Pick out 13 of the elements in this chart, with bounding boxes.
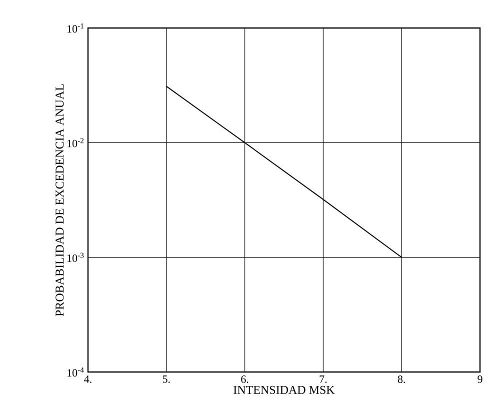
x-tick-label: 8. bbox=[398, 376, 405, 384]
x-tick-label: 7. bbox=[320, 376, 327, 383]
y-tick-label: 10$^{-1}$ bbox=[68, 23, 84, 33]
x-tick-label: 4. bbox=[84, 376, 92, 383]
y-tick-label: 10$^{-2}$ bbox=[68, 138, 84, 148]
x-axis-title: INTENSIDAD MSK bbox=[234, 386, 335, 394]
x-tick-label: 5. bbox=[162, 376, 170, 383]
x-tick-label: 9 bbox=[478, 376, 482, 383]
y-axis-title: PROBABILIDAD DE EXCEDENCIA ANUAL bbox=[56, 84, 64, 316]
x-tick-label: 6. bbox=[241, 376, 248, 383]
y-tick-label: 10$^{-3}$ bbox=[68, 252, 84, 262]
y-tick-label: 10$^{-4}$ bbox=[68, 367, 84, 377]
line-series bbox=[166, 86, 402, 258]
